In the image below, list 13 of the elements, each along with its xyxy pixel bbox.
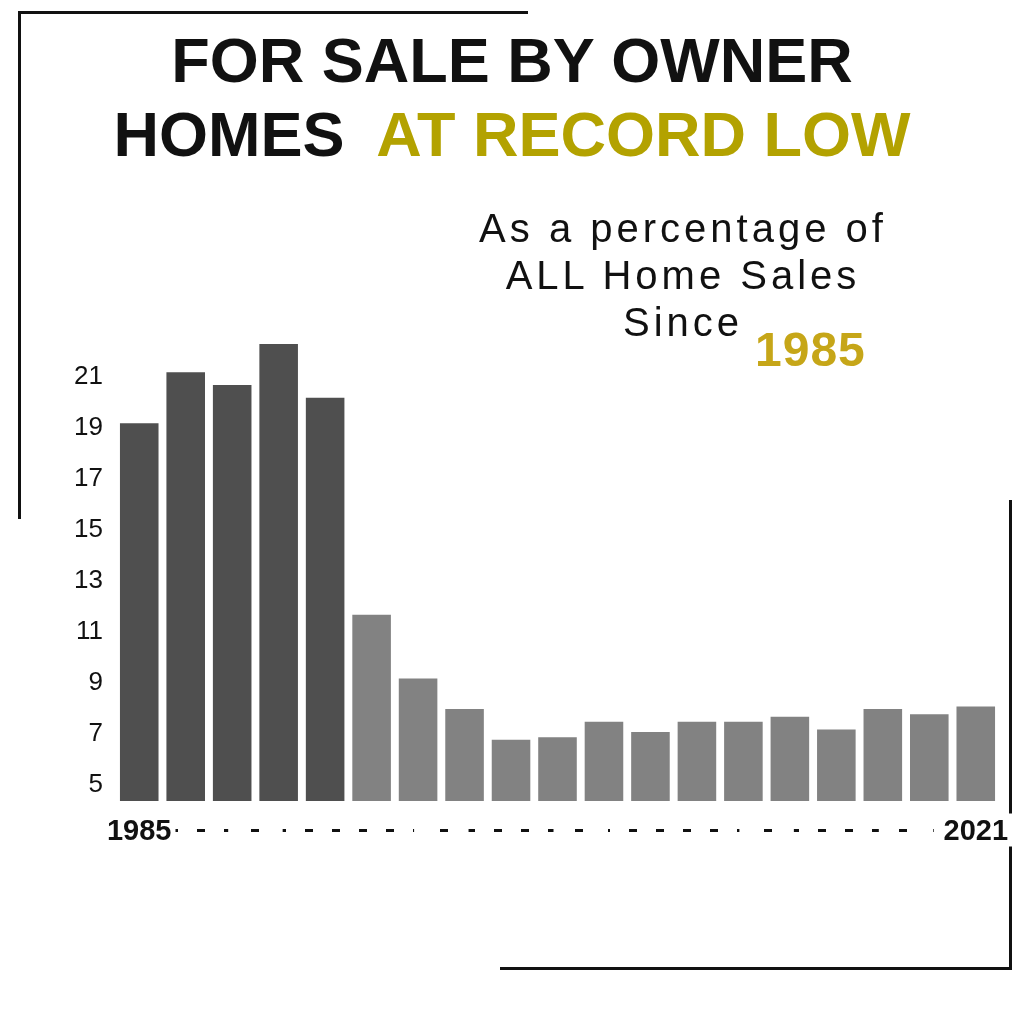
y-tick-label: 9 <box>88 666 103 697</box>
chart-subtitle: As a percentage of ALL Home Sales Since 1985 <box>478 205 888 376</box>
x-tick-label: 2021 <box>943 814 1009 846</box>
y-tick-label: 21 <box>74 359 103 390</box>
y-tick-label: 19 <box>74 410 103 441</box>
y-tick-label: 5 <box>88 768 103 799</box>
x-tick-label: 1985 <box>106 814 172 846</box>
y-tick-label: 11 <box>76 614 103 645</box>
y-tick-label: 17 <box>74 461 103 492</box>
y-tick-label: 7 <box>88 717 103 748</box>
y-tick-label: 15 <box>74 512 103 543</box>
chart-title: FOR SALE BY OWNER HOMES AT RECORD LOW <box>112 24 912 169</box>
y-tick-label: 13 <box>74 563 103 594</box>
